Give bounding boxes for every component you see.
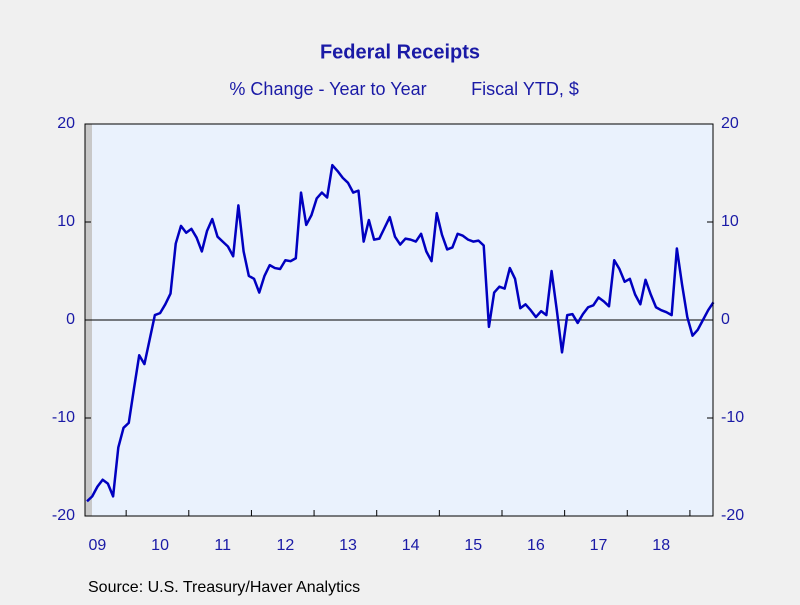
y-tick-label: 0 [66, 311, 75, 328]
x-tick-label: 16 [527, 537, 545, 554]
x-tick-label: 17 [590, 537, 608, 554]
y2-tick-label: -20 [721, 507, 744, 524]
x-tick-label: 10 [151, 537, 169, 554]
chart-subtitle: % Change - Year to Year [229, 79, 426, 99]
x-tick-label: 13 [339, 537, 357, 554]
x-tick-label: 09 [89, 537, 107, 554]
x-tick-label: 12 [276, 537, 294, 554]
y2-tick-label: 10 [721, 213, 739, 230]
y-tick-label: -10 [52, 409, 75, 426]
plot-content [85, 163, 715, 503]
x-tick-label: 14 [402, 537, 420, 554]
y-tick-label: 10 [57, 213, 75, 230]
y2-tick-label: 0 [721, 311, 730, 328]
data-line [86, 163, 715, 503]
y2-tick-label: 20 [721, 115, 739, 132]
chart-title: Federal Receipts [320, 41, 480, 63]
y-tick-label: -20 [52, 507, 75, 524]
y-tick-label: 20 [57, 115, 75, 132]
chart-units: Fiscal YTD, $ [471, 79, 579, 99]
x-tick-label: 18 [652, 537, 670, 554]
x-tick-label: 11 [214, 537, 231, 554]
x-tick-label: 15 [464, 537, 482, 554]
source: Source: U.S. Treasury/Haver Analytics [88, 579, 360, 596]
y2-tick-label: -10 [721, 409, 744, 426]
